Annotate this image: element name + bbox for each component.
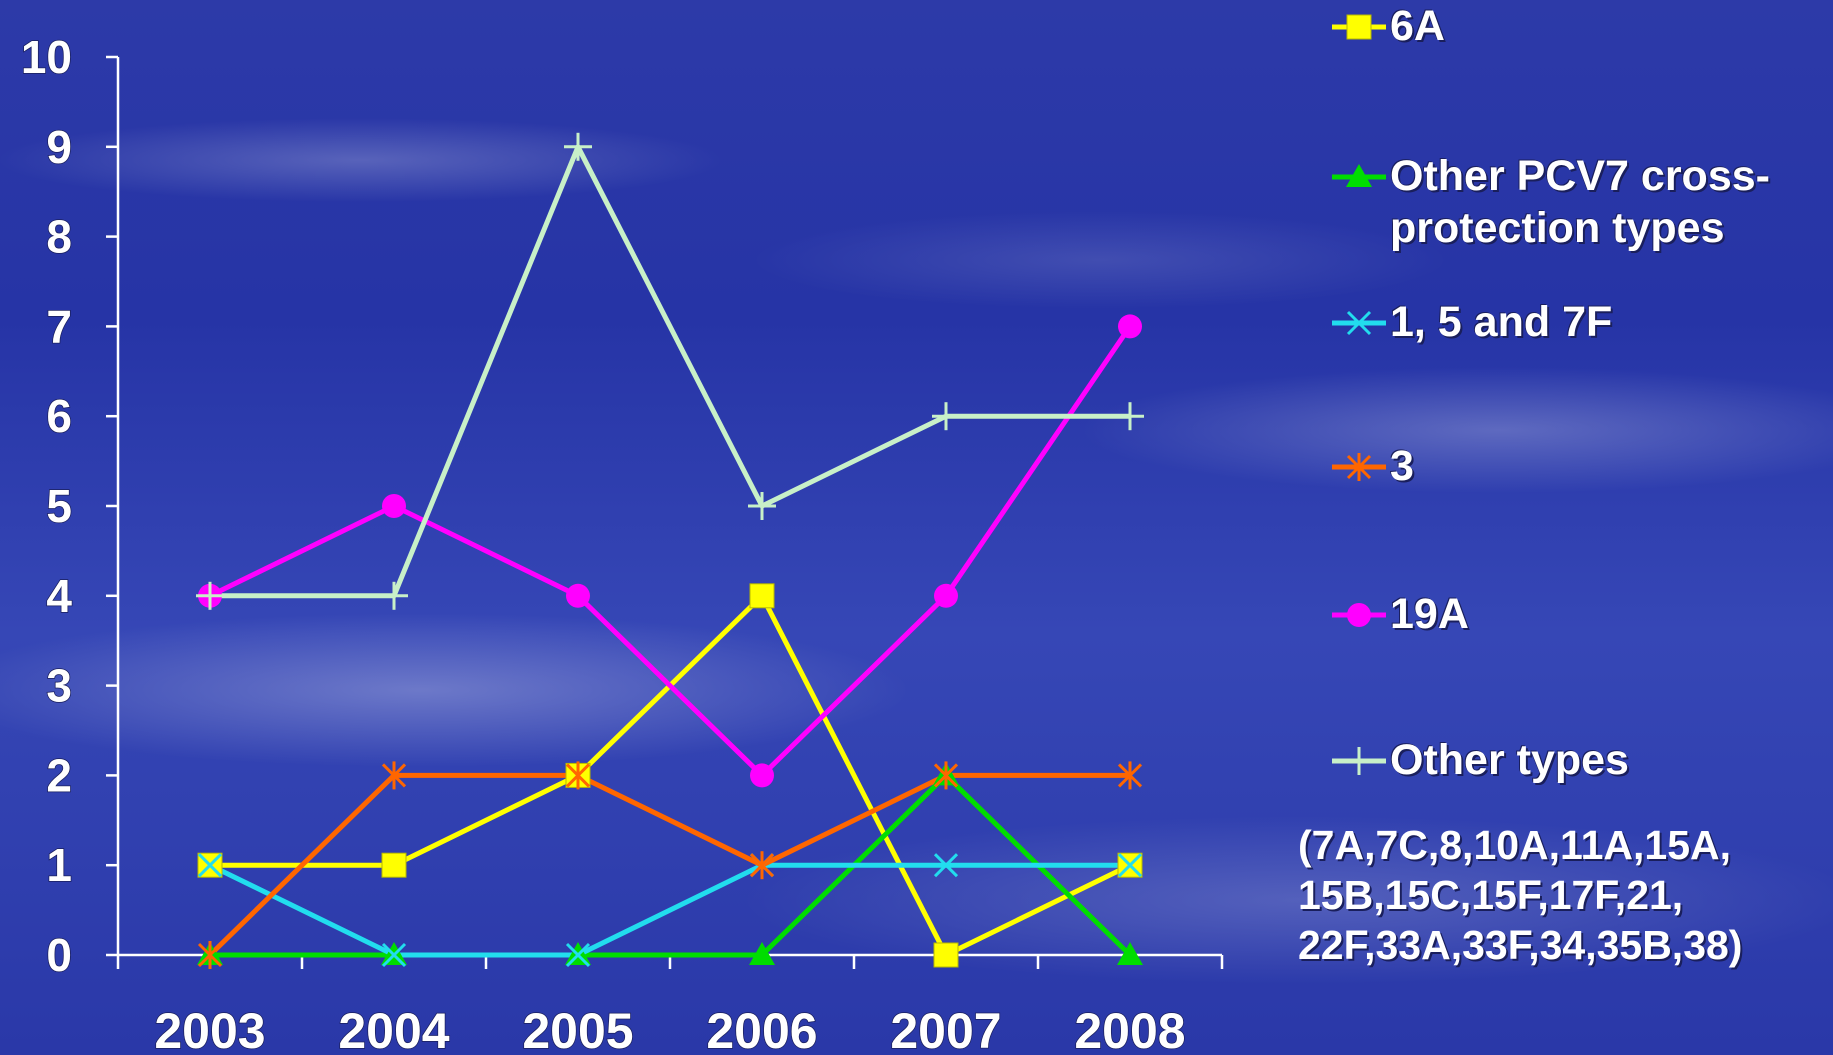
data-point (382, 494, 406, 518)
legend-label: 1, 5 and 7F (1390, 298, 1613, 346)
chart-axes (106, 55, 1224, 969)
data-point (1117, 853, 1143, 878)
y-tick-label: 8 (46, 211, 72, 263)
data-point (1117, 761, 1143, 790)
y-tick-label: 9 (46, 121, 72, 173)
data-point (566, 583, 590, 608)
legend-marker (1346, 453, 1372, 481)
x-tick-label: 2004 (338, 1003, 449, 1055)
data-point (381, 852, 407, 878)
legend-label: 6A (1390, 2, 1445, 50)
series-lines (208, 144, 1133, 958)
data-point (933, 942, 959, 968)
y-tick-label: 4 (46, 570, 72, 622)
legend-swatch (1332, 164, 1386, 187)
data-point (565, 942, 591, 968)
legend-marker (1346, 14, 1372, 40)
legend-label: Other types (1390, 736, 1629, 784)
legend-swatch (1332, 310, 1386, 336)
series-line-2 (210, 772, 1132, 958)
x-tick-label: 2006 (706, 1003, 817, 1055)
y-tick-labels: 0 1 2 3 4 5 6 7 8 9 10 (20, 30, 73, 982)
legend-item: Other PCV7 cross- protection types (1330, 150, 1770, 254)
data-point (748, 492, 776, 520)
y-tick-label: 5 (46, 480, 72, 532)
data-point (933, 761, 959, 790)
data-point (380, 581, 408, 610)
data-point (564, 132, 592, 161)
legend-item: Other types (1330, 734, 1629, 788)
legend-label: 3 (1390, 442, 1414, 490)
data-point (932, 402, 960, 431)
x-tick-label: 2007 (890, 1003, 1001, 1055)
y-tick-label: 0 (46, 929, 72, 981)
legend-item: 3 (1330, 440, 1414, 494)
x-tick-label: 2003 (154, 1003, 265, 1055)
legend-marker (1345, 747, 1373, 775)
data-point (1117, 942, 1143, 965)
series-line-5 (208, 324, 1133, 778)
data-point (749, 583, 775, 609)
data-point (750, 763, 774, 788)
legend-marker (1346, 164, 1372, 187)
data-point (197, 853, 223, 878)
legend-item: 1, 5 and 7F (1330, 296, 1612, 350)
y-tick-label: 3 (46, 660, 72, 712)
y-tick-label: 1 (46, 839, 72, 891)
legend-swatch (1332, 747, 1386, 775)
legend-label: Other PCV7 cross- protection types (1390, 152, 1770, 252)
x-tick-label: 2008 (1074, 1003, 1185, 1055)
data-point (197, 941, 223, 969)
data-point (749, 942, 775, 965)
y-tick-label: 7 (46, 300, 72, 352)
legend-marker (1346, 310, 1372, 336)
x-tick-labels: 2003 2004 2005 2006 2007 2008 (154, 1002, 1187, 1055)
data-point (381, 942, 407, 968)
series-markers (196, 132, 1144, 969)
series-line-6 (210, 144, 1130, 599)
data-point (381, 761, 407, 790)
data-point (934, 583, 958, 608)
y-tick-label: 6 (46, 390, 72, 442)
x-tick-label: 2005 (522, 1003, 633, 1055)
data-point (749, 851, 775, 880)
data-point (196, 581, 224, 610)
legend-swatch (1332, 603, 1386, 627)
legend-swatch (1332, 14, 1386, 40)
y-tick-label: 2 (46, 749, 72, 801)
legend-item: 6A (1330, 0, 1445, 54)
legend-item: 19A (1330, 588, 1469, 642)
legend-marker (1347, 603, 1371, 627)
series-line-3 (208, 862, 1130, 958)
y-tick-label: 10 (21, 31, 72, 83)
data-point (1118, 314, 1142, 339)
data-point (933, 853, 959, 878)
other-types-note: (7A,7C,8,10A,11A,15A, 15B,15C,15F,17F,21… (1298, 822, 1743, 968)
legend-swatch (1332, 453, 1386, 481)
series-line-4 (208, 772, 1130, 957)
data-point (1116, 402, 1144, 431)
legend-label: 19A (1390, 590, 1469, 638)
data-point (565, 761, 591, 790)
